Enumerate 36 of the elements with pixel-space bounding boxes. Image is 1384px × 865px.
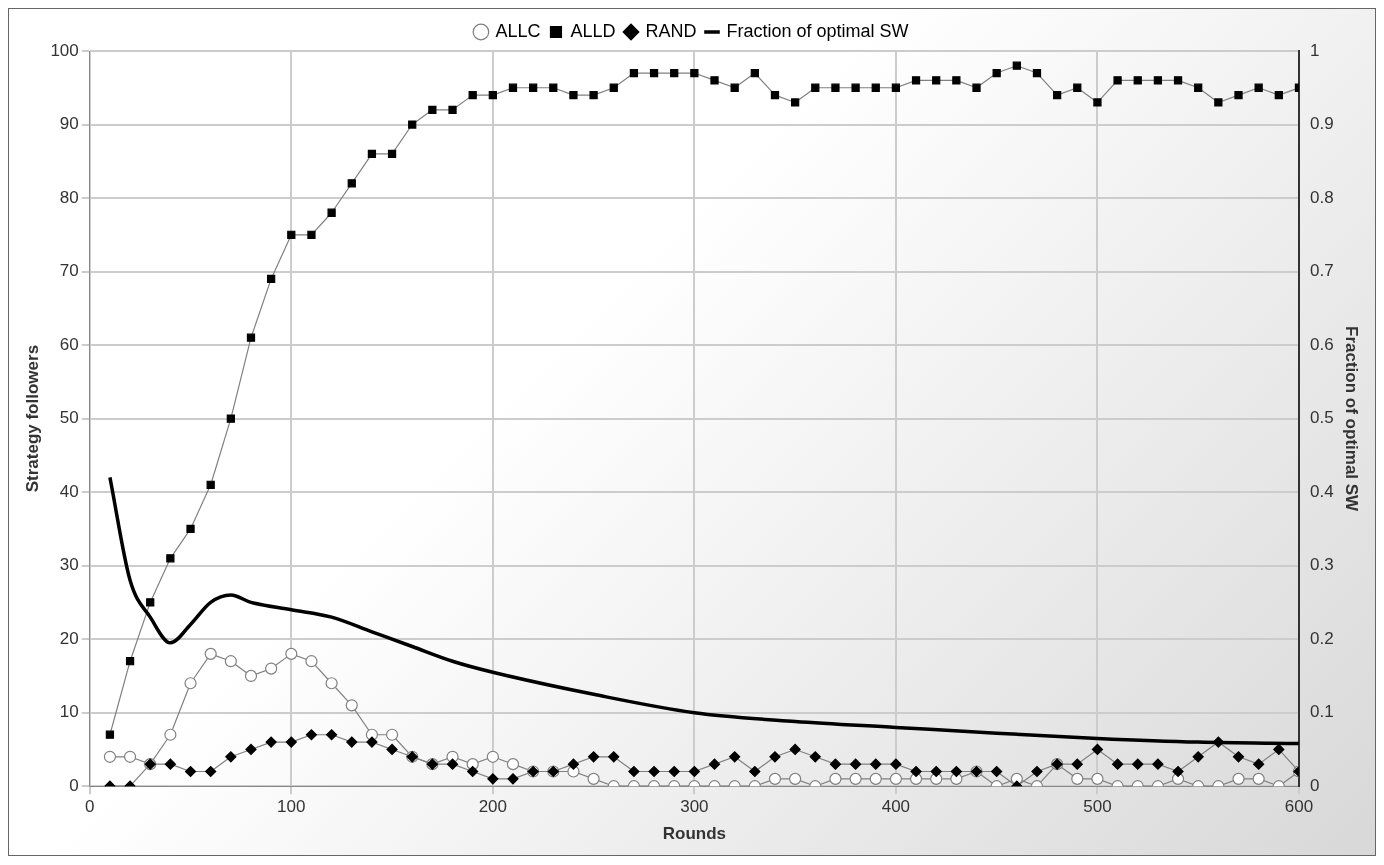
y2-tick-label: 0.6 xyxy=(1309,334,1334,354)
y-tick-label: 90 xyxy=(59,114,79,134)
y-tick-label: 50 xyxy=(59,408,79,428)
y2-tick-label: 0.7 xyxy=(1309,261,1334,281)
y2-tick-label: 0.9 xyxy=(1309,114,1334,134)
y-tick-label: 0 xyxy=(69,775,79,795)
y-tick-label: 70 xyxy=(59,261,79,281)
x-tick-label: 100 xyxy=(277,797,306,817)
y2-tick-label: 0.3 xyxy=(1309,555,1334,575)
legend-label: Fraction of optimal SW xyxy=(726,20,909,41)
x-axis-title: Rounds xyxy=(662,824,727,844)
x-tick-label: 600 xyxy=(1284,797,1314,817)
y2-tick-label: 0.5 xyxy=(1309,408,1334,428)
y-tick-label: 60 xyxy=(59,334,79,354)
y2-tick-label: 0.4 xyxy=(1309,481,1334,501)
y2-tick-label: 0.2 xyxy=(1309,628,1334,648)
y2-tick-label: 1 xyxy=(1309,40,1320,60)
x-tick-label: 300 xyxy=(680,797,709,817)
y2-axis-title: Fraction of optimal SW xyxy=(1342,326,1362,513)
y-tick-label: 20 xyxy=(59,628,79,648)
legend-label: RAND xyxy=(645,20,697,41)
y2-tick-label: 0.8 xyxy=(1309,187,1334,207)
legend-label: ALLC xyxy=(495,20,541,41)
x-tick-label: 0 xyxy=(85,797,95,817)
legend-label: ALLD xyxy=(570,20,616,41)
x-tick-label: 400 xyxy=(881,797,911,817)
x-tick-label: 500 xyxy=(1083,797,1112,817)
y-tick-label: 10 xyxy=(59,702,79,722)
y2-tick-label: 0 xyxy=(1309,775,1320,795)
y-tick-label: 30 xyxy=(59,555,79,575)
y-tick-label: 40 xyxy=(59,481,79,501)
y-tick-label: 100 xyxy=(50,40,79,60)
x-tick-label: 200 xyxy=(478,797,508,817)
y-axis-title: Strategy followers xyxy=(22,344,42,493)
y-tick-label: 80 xyxy=(59,187,79,207)
y2-tick-label: 0.1 xyxy=(1309,702,1334,722)
